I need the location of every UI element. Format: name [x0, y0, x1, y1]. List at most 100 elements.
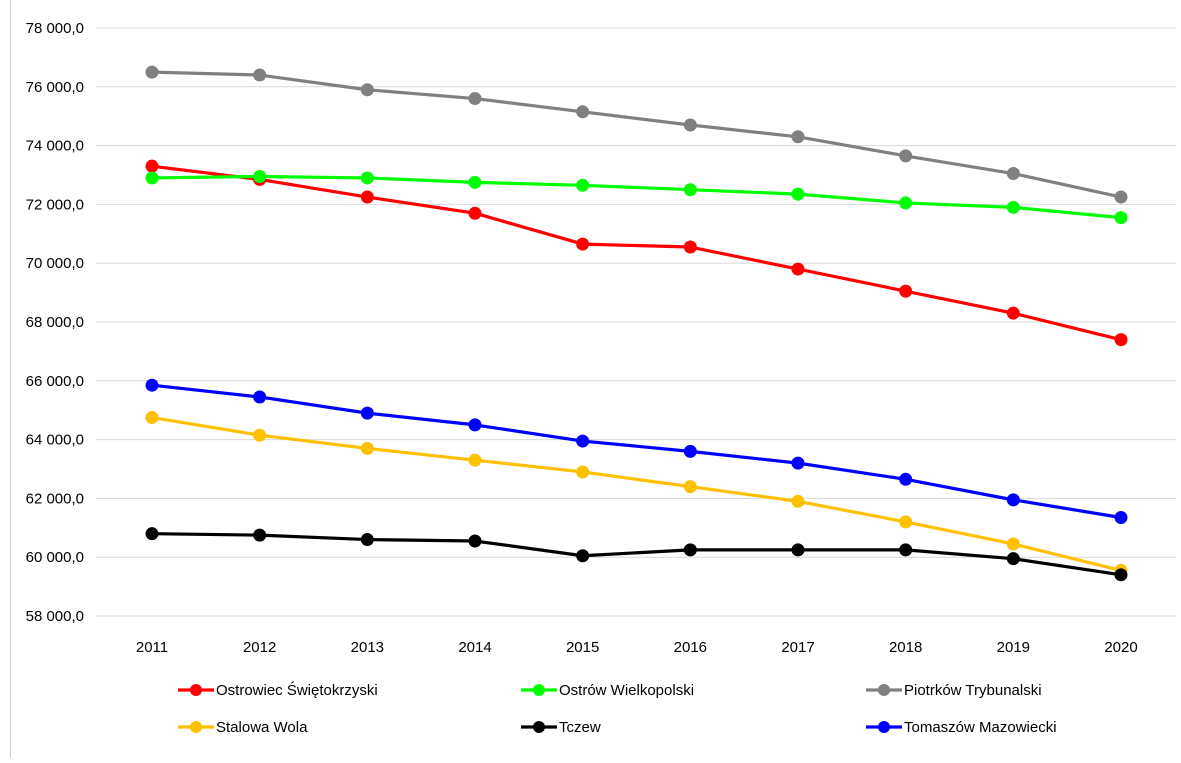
- legend-label: Stalowa Wola: [216, 719, 308, 736]
- legend-label: Tomaszów Mazowiecki: [904, 719, 1057, 736]
- legend-marker: [190, 721, 202, 733]
- frame-left-border: [10, 0, 11, 758]
- legend-item: Tomaszów Mazowiecki: [866, 719, 1057, 736]
- data-point: [1006, 493, 1020, 507]
- x-tick-label: 2014: [458, 639, 491, 656]
- x-tick-label: 2019: [997, 639, 1030, 656]
- data-point: [899, 472, 913, 486]
- data-point: [791, 187, 805, 201]
- y-tick-label: 74 000,0: [26, 138, 84, 155]
- data-point: [576, 465, 590, 479]
- data-point: [145, 411, 159, 425]
- data-point: [360, 171, 374, 185]
- data-point: [791, 456, 805, 470]
- data-point: [791, 494, 805, 508]
- series-line: [150, 174, 1123, 220]
- data-point: [360, 83, 374, 97]
- data-point: [1006, 200, 1020, 214]
- legend-label: Ostrów Wielkopolski: [559, 682, 694, 699]
- data-point: [576, 434, 590, 448]
- x-tick-label: 2016: [674, 639, 707, 656]
- data-point: [683, 444, 697, 458]
- legend-label: Tczew: [559, 719, 601, 736]
- legend-marker: [533, 721, 545, 733]
- data-point: [145, 527, 159, 541]
- series-lines: [150, 70, 1123, 577]
- data-point: [683, 240, 697, 254]
- x-tick-label: 2011: [136, 639, 168, 656]
- legend-marker: [878, 684, 890, 696]
- legend-item: Stalowa Wola: [178, 719, 308, 736]
- data-point: [360, 406, 374, 420]
- data-point: [468, 418, 482, 432]
- data-point: [360, 441, 374, 455]
- legend-item: Piotrków Trybunalski: [866, 682, 1042, 699]
- y-tick-label: 72 000,0: [26, 196, 84, 213]
- data-point: [1006, 306, 1020, 320]
- data-point: [253, 169, 267, 183]
- y-tick-label: 66 000,0: [26, 373, 84, 390]
- data-point: [1114, 211, 1128, 225]
- legend-marker: [533, 684, 545, 696]
- y-tick-label: 60 000,0: [26, 549, 84, 566]
- legend-marker: [190, 684, 202, 696]
- legend: Ostrowiec Świętokrzyski Ostrów Wielkopols…: [178, 681, 1057, 736]
- data-point: [899, 543, 913, 557]
- data-point: [899, 196, 913, 210]
- data-point: [576, 178, 590, 192]
- y-tick-label: 68 000,0: [26, 314, 84, 331]
- y-tick-label: 58 000,0: [26, 608, 84, 625]
- x-tick-label: 2018: [889, 639, 922, 656]
- legend-marker: [878, 721, 890, 733]
- data-point: [576, 105, 590, 119]
- y-tick-label: 64 000,0: [26, 432, 84, 449]
- gridlines: [96, 27, 1176, 617]
- data-point: [683, 183, 697, 197]
- x-tick-label: 2017: [781, 639, 814, 656]
- data-point: [468, 92, 482, 106]
- data-point: [576, 237, 590, 251]
- data-point: [145, 159, 159, 173]
- data-point: [468, 534, 482, 548]
- data-point: [468, 175, 482, 189]
- x-axis: 2011 2012 2013 2014 2015 2016 2017 2018 2019 2020: [136, 639, 1138, 656]
- data-point: [145, 65, 159, 79]
- data-point: [253, 528, 267, 542]
- data-point: [576, 549, 590, 563]
- data-point: [360, 533, 374, 547]
- data-point: [145, 378, 159, 392]
- data-point: [899, 515, 913, 529]
- data-point: [899, 149, 913, 163]
- data-point: [791, 130, 805, 144]
- y-tick-label: 76 000,0: [26, 79, 84, 96]
- legend-label: Ostrowiec Świętokrzyski: [216, 681, 378, 699]
- data-point: [683, 118, 697, 132]
- x-tick-label: 2020: [1104, 639, 1137, 656]
- data-point: [360, 190, 374, 204]
- legend-item: Ostrowiec Świętokrzyski: [178, 681, 378, 699]
- data-point: [1114, 511, 1128, 525]
- data-point: [1114, 190, 1128, 204]
- x-tick-label: 2012: [243, 639, 276, 656]
- y-axis: 58 000,0 60 000,0 62 000,0 64 000,0 66 000,0…: [26, 20, 84, 625]
- data-point: [683, 543, 697, 557]
- x-tick-label: 2015: [566, 639, 599, 656]
- data-point: [1006, 167, 1020, 181]
- data-point: [468, 453, 482, 467]
- series-line: [150, 70, 1123, 199]
- data-point: [253, 428, 267, 442]
- data-point: [253, 68, 267, 82]
- legend-item: Tczew: [521, 719, 601, 736]
- data-point: [1006, 552, 1020, 566]
- data-point: [1114, 333, 1128, 347]
- series-line: [150, 415, 1123, 573]
- data-point: [1114, 568, 1128, 582]
- series-line: [150, 164, 1123, 342]
- series-points: [145, 65, 1128, 582]
- data-point: [145, 171, 159, 185]
- data-point: [253, 390, 267, 404]
- y-tick-label: 78 000,0: [26, 20, 84, 37]
- data-point: [468, 206, 482, 220]
